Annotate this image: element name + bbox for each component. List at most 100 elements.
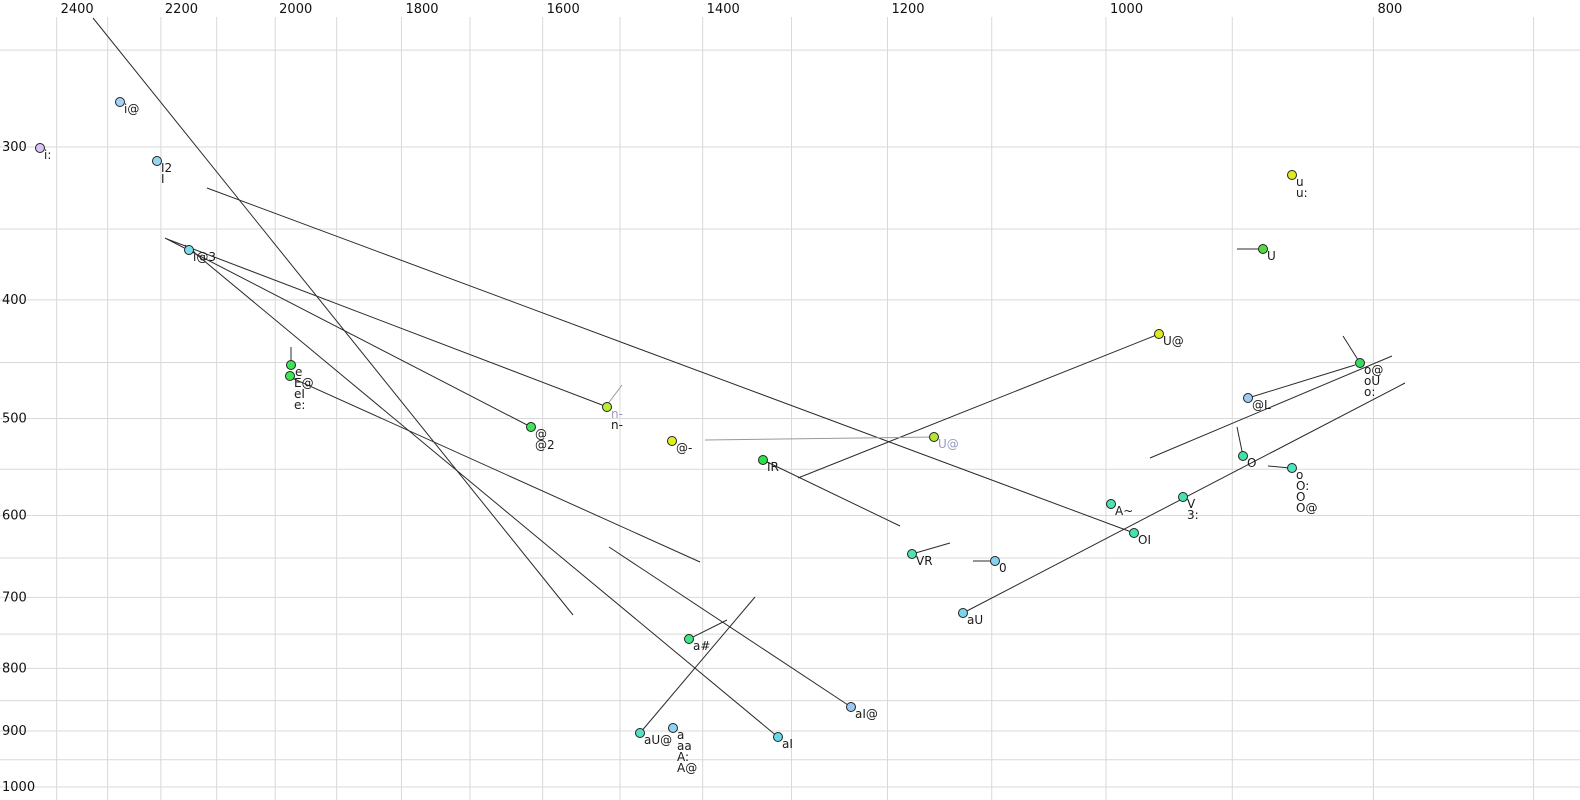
point-label-o:: o:: [1364, 385, 1375, 399]
point-label-e: e: [295, 365, 302, 379]
trajectory-line: [164, 237, 532, 428]
y-tick-label: 400: [2, 293, 27, 308]
trajectory-line: [1149, 355, 1393, 459]
point-label-A~: A~: [1115, 504, 1133, 518]
point-label-i@3: i@3: [193, 250, 216, 264]
point-@: [526, 422, 536, 432]
point-label-@2: @2: [535, 438, 555, 452]
x-tick-label: 1600: [547, 2, 580, 17]
point-a#: [684, 634, 694, 644]
point-IR: [758, 455, 768, 465]
point-label-eI: eI: [294, 387, 305, 401]
point-A~: [1106, 499, 1116, 509]
trajectory-line: [1247, 364, 1356, 399]
trajectory-line: [92, 17, 574, 616]
point-n-: [602, 402, 612, 412]
point-label-U@: U@: [1163, 334, 1184, 348]
point-aI@: [846, 702, 856, 712]
point-label-o: o: [1296, 468, 1303, 482]
trajectory-line: [762, 459, 901, 527]
x-tick-label: 1200: [891, 2, 924, 17]
point-label-u:: u:: [1296, 186, 1308, 200]
point-label-U@: U@: [938, 437, 959, 451]
y-tick-label: 700: [2, 590, 27, 605]
point-label-a: a: [677, 728, 684, 742]
y-tick-label: 300: [2, 140, 27, 155]
x-tick-label: 1400: [707, 2, 740, 17]
point-label-n-: n-: [611, 407, 623, 421]
point-i@3: [184, 245, 194, 255]
point-label-VR: VR: [916, 554, 933, 568]
y-tick-label: 800: [2, 661, 27, 676]
grid: [0, 17, 1580, 800]
x-tick-label: 2400: [61, 2, 94, 17]
trajectory-line: [1342, 335, 1361, 364]
x-tick-label: 1000: [1110, 2, 1143, 17]
point-VR: [907, 549, 917, 559]
point-label-U: U: [1267, 249, 1276, 263]
point-label-e:: e:: [294, 398, 305, 412]
point-label-E@: E@: [294, 376, 314, 390]
point-label-O: O: [1247, 456, 1256, 470]
point-label-I: I: [161, 172, 165, 186]
point-label-u: u: [1296, 175, 1304, 189]
trajectory-line: [166, 238, 611, 409]
point-e: [286, 360, 296, 370]
point-label-aI@: aI@: [855, 707, 878, 721]
point-label-I2: I2: [161, 161, 172, 175]
point-OI: [1129, 528, 1139, 538]
point-label-V: V: [1187, 497, 1196, 511]
point-label-n-: n-: [611, 418, 623, 432]
point-label-@-: @-: [676, 441, 692, 455]
trajectory-line: [1267, 465, 1291, 469]
point-I2: [152, 156, 162, 166]
point-a: [668, 723, 678, 733]
x-tick-label: 2200: [165, 2, 198, 17]
point-label-i:: i:: [44, 148, 51, 162]
trajectory-line: [606, 384, 623, 406]
trajectory-line: [184, 244, 779, 738]
point-label-aI: aI: [782, 737, 793, 751]
y-tick-label: 600: [2, 508, 27, 523]
x-tick-label: 1800: [405, 2, 438, 17]
point-label-O@: O@: [1296, 501, 1317, 515]
point-label-IR: IR: [767, 460, 779, 474]
point-label-@L: @L: [1252, 398, 1271, 412]
point-label-OI: OI: [1138, 533, 1151, 547]
trajectory-line: [704, 436, 935, 441]
trajectory-line: [911, 542, 951, 555]
x-tick-label: 2000: [279, 2, 312, 17]
point-label-aU@: aU@: [644, 733, 672, 747]
point-i:: [35, 143, 45, 153]
x-tick-label: 800: [1377, 2, 1402, 17]
trajectory-line: [688, 619, 728, 640]
point-label-0: 0: [999, 561, 1007, 575]
point-o@: [1355, 358, 1365, 368]
trajectory-line: [639, 596, 756, 734]
point-U@: [1154, 329, 1164, 339]
point-u: [1287, 170, 1297, 180]
point-label-oU: oU: [1364, 374, 1380, 388]
point-label-i@: i@: [124, 102, 139, 116]
point-@-: [667, 436, 677, 446]
point-label-o@: o@: [1364, 363, 1383, 377]
point-label-A@: A@: [677, 761, 697, 775]
point-o: [1287, 463, 1297, 473]
point-label-A:: A:: [677, 750, 689, 764]
point-E@: [285, 371, 295, 381]
point-label-aa: aa: [677, 739, 692, 753]
point-aU: [958, 608, 968, 618]
point-aU@: [635, 728, 645, 738]
y-tick-label: 500: [2, 412, 27, 427]
point-label-aU: aU: [967, 613, 983, 627]
point-O: [1238, 451, 1248, 461]
trajectory-line: [291, 377, 701, 563]
y-tick-label: 1000: [2, 780, 35, 795]
point-U@: [929, 432, 939, 442]
point-i@: [115, 97, 125, 107]
point-label-a#: a#: [693, 639, 710, 653]
point-0: [990, 556, 1000, 566]
point-label-@: @: [535, 427, 547, 441]
